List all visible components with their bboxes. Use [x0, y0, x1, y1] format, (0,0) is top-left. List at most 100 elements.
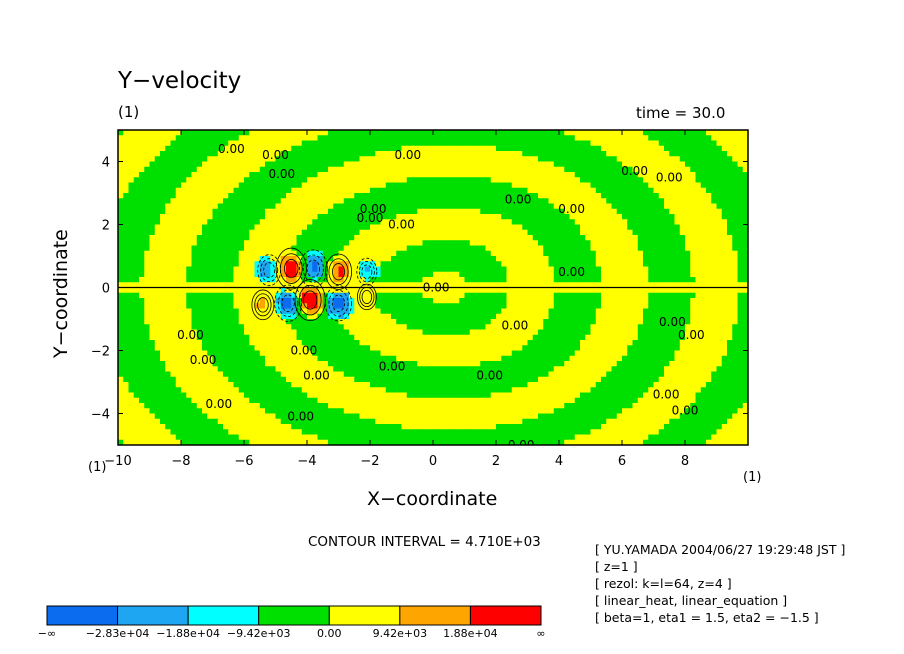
- field-cell: [427, 319, 434, 325]
- field-cell: [317, 334, 324, 341]
- field-cell: [359, 161, 366, 168]
- field-cell: [259, 277, 266, 283]
- field-cell: [401, 187, 408, 194]
- field-cell: [244, 266, 250, 273]
- field-cell: [742, 313, 748, 320]
- field-cell: [160, 256, 166, 262]
- field-cell: [443, 298, 450, 304]
- field-cell: [627, 266, 634, 273]
- field-cell: [480, 193, 487, 199]
- field-cell: [128, 229, 135, 236]
- field-cell: [490, 313, 497, 320]
- field-cell: [170, 187, 177, 194]
- field-cell: [312, 334, 319, 341]
- field-cell: [207, 282, 214, 289]
- field-cell: [574, 266, 581, 273]
- field-cell: [690, 145, 697, 152]
- field-cell: [154, 313, 161, 320]
- field-cell: [606, 172, 613, 178]
- field-cell: [338, 245, 345, 252]
- field-cell: [522, 219, 529, 226]
- field-cell: [396, 208, 403, 215]
- field-cell: [275, 324, 282, 331]
- field-cell: [448, 277, 455, 283]
- field-cell: [123, 214, 130, 220]
- field-cell: [616, 292, 623, 299]
- field-cell: [532, 140, 539, 147]
- field-cell: [611, 156, 618, 163]
- field-cell: [196, 182, 203, 189]
- field-cell: [685, 235, 691, 241]
- field-cell: [118, 303, 124, 310]
- field-cell: [727, 282, 733, 289]
- field-cell: [574, 187, 581, 194]
- field-cell: [391, 319, 397, 325]
- field-cell: [406, 182, 413, 189]
- field-cell: [406, 161, 413, 168]
- field-cell: [286, 287, 292, 294]
- field-cell: [401, 208, 408, 215]
- field-cell: [160, 340, 166, 346]
- field-cell: [438, 156, 445, 163]
- field-cell: [627, 172, 634, 178]
- field-cell: [286, 182, 292, 189]
- field-cell: [249, 172, 256, 178]
- field-cell: [564, 250, 571, 257]
- field-cell: [228, 187, 235, 194]
- field-cell: [517, 292, 523, 299]
- field-cell: [322, 130, 329, 136]
- field-cell: [601, 308, 607, 315]
- field-cell: [391, 130, 397, 136]
- field-cell: [517, 187, 523, 194]
- field-cell: [223, 334, 229, 341]
- field-cell: [149, 334, 156, 341]
- field-cell: [590, 208, 597, 215]
- field-cell: [711, 313, 718, 320]
- field-cell: [328, 214, 334, 220]
- field-cell: [301, 130, 308, 136]
- field-cell: [291, 298, 298, 304]
- field-cell: [433, 235, 439, 241]
- field-cell: [627, 340, 634, 346]
- field-cell: [328, 182, 334, 189]
- field-cell: [280, 187, 287, 194]
- field-cell: [695, 151, 702, 157]
- field-cell: [375, 182, 382, 189]
- field-cell: [685, 313, 691, 320]
- field-cell: [307, 345, 313, 352]
- field-cell: [280, 319, 287, 325]
- field-cell: [480, 224, 487, 231]
- field-cell: [280, 156, 287, 163]
- field-cell: [564, 277, 571, 283]
- field-cell: [464, 277, 471, 283]
- field-cell: [616, 172, 623, 178]
- field-cell: [643, 130, 649, 136]
- field-cell: [181, 229, 187, 236]
- field-cell: [443, 161, 450, 168]
- field-cell: [611, 151, 618, 157]
- field-cell: [170, 266, 177, 273]
- field-cell: [601, 219, 607, 226]
- field-cell: [580, 240, 586, 247]
- field-cell: [669, 271, 676, 278]
- field-cell: [522, 140, 529, 147]
- field-cell: [380, 240, 387, 247]
- field-cell: [490, 140, 497, 147]
- field-cell: [412, 345, 418, 352]
- field-cell: [737, 135, 744, 142]
- field-cell: [249, 340, 256, 346]
- field-cell: [349, 345, 355, 352]
- field-cell: [595, 245, 602, 252]
- field-cell: [632, 229, 639, 236]
- field-cell: [606, 340, 613, 346]
- field-cell: [401, 219, 408, 226]
- field-cell: [522, 172, 529, 178]
- field-cell: [485, 245, 492, 252]
- field-cell: [475, 156, 481, 163]
- field-cell: [727, 193, 733, 199]
- field-cell: [280, 235, 287, 241]
- field-cell: [438, 340, 445, 346]
- field-cell: [674, 303, 681, 310]
- field-cell: [133, 198, 140, 205]
- field-cell: [301, 340, 308, 346]
